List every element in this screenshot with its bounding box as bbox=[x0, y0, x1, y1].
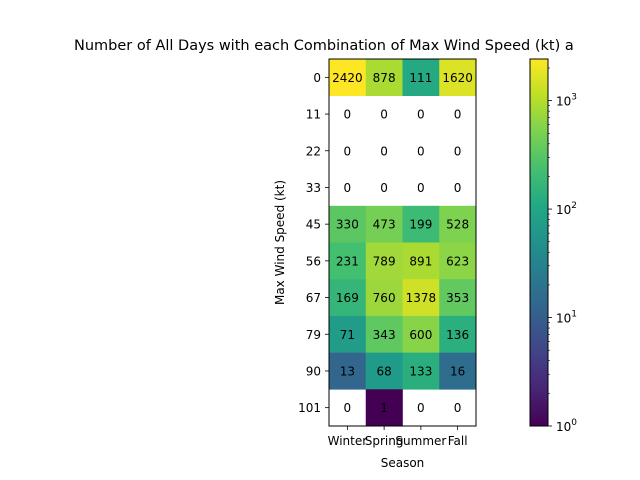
y-tick-label: 90 bbox=[306, 364, 321, 378]
heatmap-cell bbox=[439, 242, 477, 280]
heatmap-cell bbox=[329, 352, 367, 390]
heatmap-cell bbox=[365, 59, 403, 96]
cell-value-label: 0 bbox=[454, 181, 462, 195]
heatmap-cell bbox=[402, 352, 440, 390]
cell-value-label: 71 bbox=[340, 328, 355, 342]
y-tick-label: 67 bbox=[306, 291, 321, 305]
heatmap-cells bbox=[329, 59, 477, 427]
heatmap-cell bbox=[365, 389, 403, 427]
cell-value-label: 169 bbox=[336, 291, 359, 305]
heatmap-cell bbox=[365, 242, 403, 280]
y-tick-label: 79 bbox=[306, 328, 321, 342]
heatmap-cell bbox=[402, 315, 440, 353]
cell-value-label: 0 bbox=[344, 181, 352, 195]
cell-value-label: 760 bbox=[373, 291, 396, 305]
cell-value-label: 0 bbox=[454, 401, 462, 415]
heatmap-cell bbox=[329, 315, 367, 353]
cell-value-label: 0 bbox=[417, 181, 425, 195]
heatmap-cell-labels: 2420 878 111 1620 0 0 0 0 0 0 0 0 0 0 0 0 330 473 199 528 23… bbox=[332, 71, 473, 415]
x-tick-label: Fall bbox=[448, 434, 468, 448]
heatmap-cell bbox=[402, 59, 440, 96]
cell-value-label: 2420 bbox=[332, 71, 363, 85]
heatmap-cell bbox=[439, 352, 477, 390]
cell-value-label: 0 bbox=[380, 181, 388, 195]
heatmap-cell bbox=[329, 205, 367, 243]
cell-value-label: 0 bbox=[344, 401, 352, 415]
heatmap-cell bbox=[365, 279, 403, 317]
cell-value-label: 473 bbox=[373, 218, 396, 232]
cell-value-label: 133 bbox=[409, 364, 432, 378]
cell-value-label: 0 bbox=[344, 144, 352, 158]
cell-value-label: 1 bbox=[380, 401, 388, 415]
x-tick-label: Winter bbox=[328, 434, 368, 448]
colorbar-tick-label: 100 bbox=[556, 418, 577, 434]
cell-value-label: 111 bbox=[409, 71, 432, 85]
y-tick-label: 0 bbox=[313, 71, 321, 85]
heatmap-cell bbox=[329, 59, 367, 96]
heatmap-cell bbox=[439, 205, 477, 243]
y-tick-label: 33 bbox=[306, 181, 321, 195]
chart-title: Number of All Days with each Combination… bbox=[74, 38, 574, 54]
cell-value-label: 343 bbox=[373, 328, 396, 342]
cell-value-label: 0 bbox=[454, 108, 462, 122]
cell-value-label: 1620 bbox=[442, 71, 473, 85]
heatmap-cell bbox=[439, 315, 477, 353]
y-axis-label: Max Wind Speed (kt) bbox=[273, 180, 287, 305]
cell-value-label: 1378 bbox=[406, 291, 437, 305]
y-axis-ticks: 0 11 22 33 45 56 67 79 90 101 bbox=[298, 71, 329, 415]
heatmap-cell bbox=[439, 59, 477, 96]
cell-value-label: 16 bbox=[450, 364, 465, 378]
colorbar-tick-label: 103 bbox=[556, 93, 577, 109]
heatmap-cell bbox=[402, 279, 440, 317]
y-tick-label: 11 bbox=[306, 108, 321, 122]
cell-value-label: 353 bbox=[446, 291, 469, 305]
cell-value-label: 0 bbox=[380, 144, 388, 158]
cell-value-label: 789 bbox=[373, 254, 396, 268]
heatmap-cell bbox=[402, 205, 440, 243]
colorbar-ticks: 100 101 102 103 bbox=[548, 67, 577, 434]
cell-value-label: 891 bbox=[409, 254, 432, 268]
y-tick-label: 22 bbox=[306, 144, 321, 158]
colorbar-tick-label: 101 bbox=[556, 310, 577, 326]
cell-value-label: 136 bbox=[446, 328, 469, 342]
y-tick-label: 56 bbox=[306, 254, 321, 268]
cell-value-label: 0 bbox=[417, 401, 425, 415]
heatmap-cell bbox=[365, 315, 403, 353]
heatmap-cell bbox=[329, 279, 367, 317]
cell-value-label: 600 bbox=[409, 328, 432, 342]
cell-value-label: 68 bbox=[376, 364, 391, 378]
y-tick-label: 101 bbox=[298, 401, 321, 415]
heatmap-cell bbox=[329, 242, 367, 280]
cell-value-label: 0 bbox=[380, 108, 388, 122]
cell-value-label: 623 bbox=[446, 254, 469, 268]
cell-value-label: 199 bbox=[409, 218, 432, 232]
y-tick-label: 45 bbox=[306, 218, 321, 232]
x-tick-label: Spring bbox=[365, 434, 404, 448]
plot-frame bbox=[328, 58, 477, 427]
colorbar bbox=[529, 58, 549, 427]
heatmap-cell bbox=[365, 352, 403, 390]
cell-value-label: 0 bbox=[417, 144, 425, 158]
heatmap-cell bbox=[402, 242, 440, 280]
cell-value-label: 0 bbox=[454, 144, 462, 158]
cell-value-label: 0 bbox=[344, 108, 352, 122]
heatmap-cell bbox=[365, 205, 403, 243]
cell-value-label: 231 bbox=[336, 254, 359, 268]
colorbar-tick-label: 102 bbox=[556, 201, 577, 217]
cell-value-label: 13 bbox=[340, 364, 355, 378]
heatmap-cell bbox=[439, 279, 477, 317]
cell-value-label: 878 bbox=[373, 71, 396, 85]
x-axis-label: Season bbox=[381, 456, 425, 470]
cell-value-label: 330 bbox=[336, 218, 359, 232]
cell-value-label: 528 bbox=[446, 218, 469, 232]
cell-value-label: 0 bbox=[417, 108, 425, 122]
x-tick-label: Summer bbox=[395, 434, 446, 448]
